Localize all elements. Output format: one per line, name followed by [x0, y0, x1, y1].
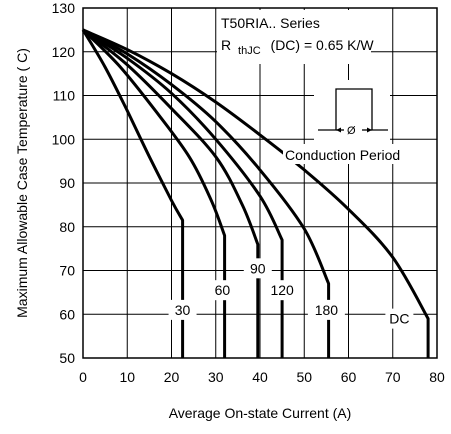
conduction-label-bg [283, 144, 411, 164]
x-tick-label: 80 [429, 369, 445, 385]
y-tick-label: 120 [52, 44, 76, 60]
series-label-90: 90 [250, 260, 266, 276]
series-line-180 [82, 28, 331, 358]
conduction-angle-symbol: Ø [347, 125, 356, 137]
series-label-bg [385, 308, 414, 329]
series-line-30 [81, 29, 185, 358]
pulse-arrowhead-right [367, 127, 372, 133]
series-label-60: 60 [215, 282, 231, 298]
x-tick-label: 70 [385, 369, 401, 385]
series-line-120 [82, 28, 284, 358]
annotation-background [217, 10, 371, 64]
y-tick-label: 50 [59, 350, 75, 366]
series-line-60 [81, 28, 227, 358]
y-tick-label: 80 [59, 219, 75, 235]
x-tick-label: 20 [164, 369, 180, 385]
x-axis-title: Average On-state Current (A) [169, 405, 352, 421]
y-tick-label: 70 [59, 263, 75, 279]
conduction-pulse-symbol [283, 80, 411, 164]
pulse-arrowhead-left [336, 127, 341, 133]
y-tick-label: 60 [59, 306, 75, 322]
y-tick-label: 100 [52, 131, 76, 147]
series-line-90 [82, 28, 260, 358]
series-line-DC [82, 28, 430, 358]
y-tick-label: 110 [53, 88, 76, 104]
x-tick-label: 10 [119, 369, 135, 385]
series-label-bg [243, 258, 272, 279]
y-axis-title: Maximum Allowable Case Temperature ( C) [14, 48, 30, 318]
rth-value: (DC) = 0.65 K/W [271, 37, 375, 53]
series-annotation: T50RIA.. Series [221, 15, 320, 31]
x-tick-label: 40 [252, 369, 268, 385]
x-axis-ticks: 0 10 20 30 40 50 60 70 80 [79, 369, 445, 385]
x-tick-label: 30 [208, 369, 224, 385]
series-label-bg [307, 299, 345, 320]
rth-prefix: R [221, 37, 231, 53]
conduction-period-label: Conduction Period [285, 147, 400, 163]
x-tick-label: 60 [341, 369, 357, 385]
rth-annotation: R thJC (DC) = 0.65 K/W [221, 37, 374, 57]
series-label-bg [208, 280, 237, 301]
y-tick-label: 90 [59, 175, 75, 191]
series-label-120: 120 [270, 282, 294, 298]
series-label-bg [263, 280, 301, 301]
x-tick-label: 50 [296, 369, 312, 385]
plot-frame [82, 7, 438, 359]
series-label-bg [168, 299, 197, 320]
series-label-DC: DC [389, 311, 409, 327]
rth-subscript: thJC [238, 45, 261, 57]
series-label-30: 30 [175, 302, 191, 318]
pulse-bg [314, 80, 390, 150]
y-axis-ticks: 50 60 70 80 90 100 110 120 130 [52, 0, 76, 366]
x-tick-label: 0 [79, 369, 87, 385]
series-label-180: 180 [315, 302, 339, 318]
y-tick-label: 130 [52, 0, 76, 16]
pulse-waveform [318, 88, 388, 131]
